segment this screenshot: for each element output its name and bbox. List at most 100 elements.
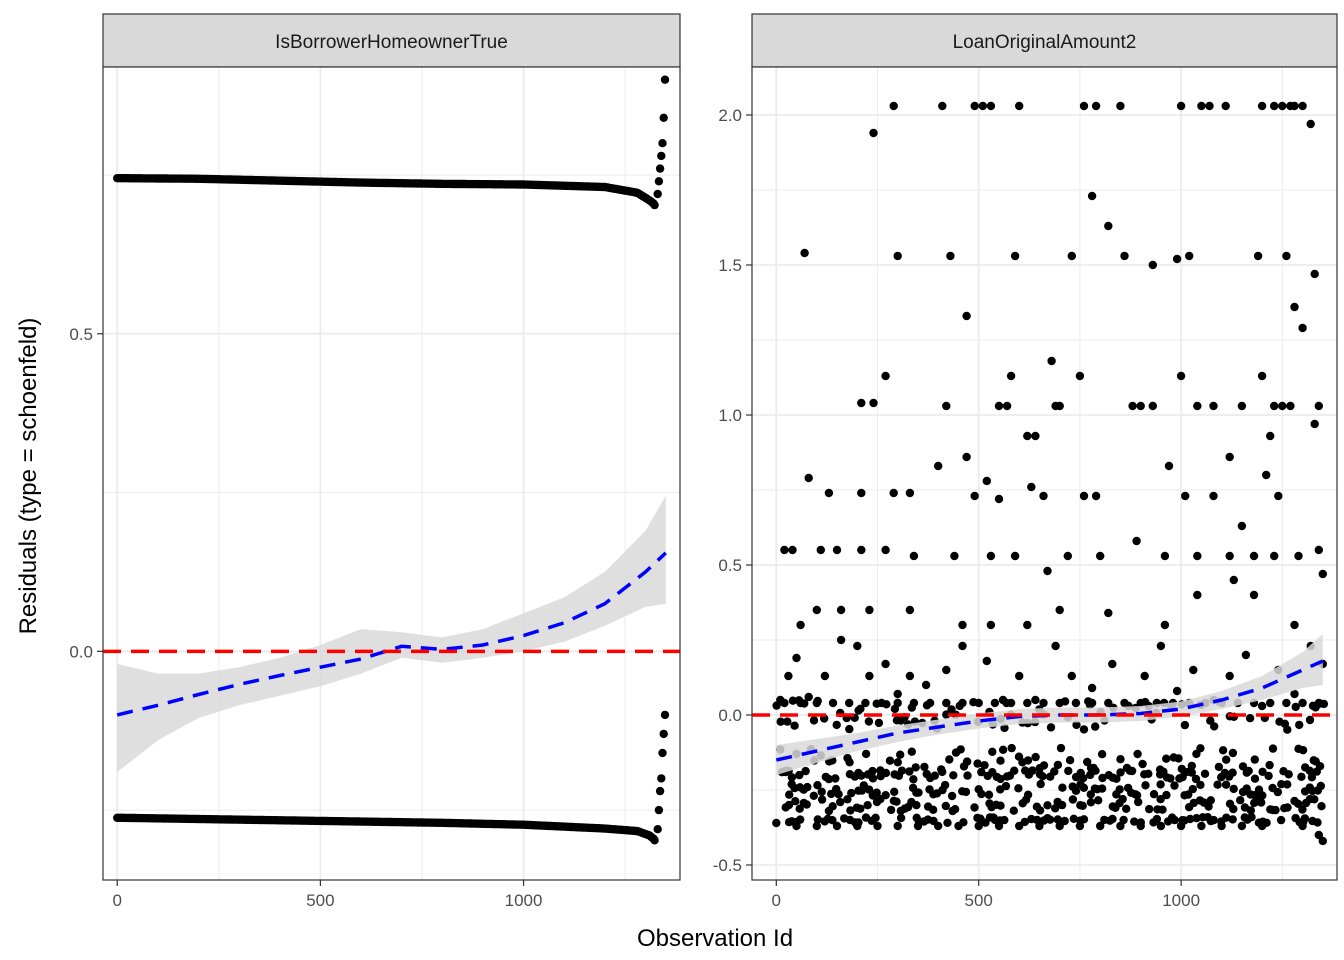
data-point xyxy=(1294,551,1303,561)
data-point xyxy=(905,605,915,615)
data-point xyxy=(1075,371,1085,381)
data-point xyxy=(795,804,804,813)
data-point xyxy=(655,164,665,173)
data-point xyxy=(660,710,670,720)
data-point xyxy=(803,782,812,792)
data-point xyxy=(828,816,837,825)
data-point xyxy=(650,836,659,845)
y-axis-title: Residuals (type = schoenfeld) xyxy=(15,318,42,635)
data-point xyxy=(973,759,982,768)
data-point xyxy=(1001,781,1011,791)
data-point xyxy=(922,701,932,710)
data-point xyxy=(1221,101,1230,111)
data-point xyxy=(1132,791,1142,800)
grid-lines xyxy=(752,67,1337,880)
data-point xyxy=(1091,491,1101,501)
panel-isborrowerhomeownertrue: IsBorrowerHomeownerTrue 0 500 1000 0.0 0.5 xyxy=(69,13,681,910)
data-point xyxy=(1038,772,1047,781)
data-point xyxy=(1140,671,1149,681)
data-point xyxy=(1283,725,1292,734)
data-point xyxy=(1160,620,1170,630)
data-point xyxy=(1276,815,1286,825)
data-point xyxy=(907,703,916,712)
data-point xyxy=(1156,641,1166,651)
data-point xyxy=(1257,798,1266,807)
data-point xyxy=(996,801,1005,810)
data-point xyxy=(1310,419,1319,429)
data-point xyxy=(1091,722,1100,731)
panel-border xyxy=(102,66,681,881)
data-point xyxy=(962,311,971,321)
data-point xyxy=(1036,779,1045,789)
data-point xyxy=(1283,780,1292,789)
data-point xyxy=(796,815,805,824)
data-point xyxy=(836,797,845,807)
plot-area-loanoriginalamount2: 0 500 1000 -0.5 0.0 0.5 1.0 1.5 2.0 xyxy=(713,66,1338,910)
data-point xyxy=(1072,720,1081,730)
data-point xyxy=(1277,780,1286,789)
data-point xyxy=(1014,784,1023,793)
data-point xyxy=(1229,575,1239,585)
data-point xyxy=(994,494,1004,504)
data-point xyxy=(1071,698,1081,708)
data-point xyxy=(893,689,902,699)
data-point xyxy=(1318,836,1328,846)
data-point xyxy=(1020,817,1029,827)
data-point xyxy=(1079,491,1089,501)
y-tick-label: 0.0 xyxy=(718,706,742,725)
data-point xyxy=(1043,566,1052,576)
panel-loanoriginalamount2: LoanOriginalAmount2 0 500 1000 -0.5 0.0 0.5 1.… xyxy=(713,13,1338,910)
data-point xyxy=(1297,772,1306,781)
data-point xyxy=(1247,812,1256,822)
data-point xyxy=(1056,743,1066,753)
data-point xyxy=(958,620,967,630)
data-point xyxy=(1097,750,1107,759)
data-point xyxy=(978,101,987,111)
data-point xyxy=(1079,815,1089,824)
data-point xyxy=(1205,101,1214,111)
plot-area-isborrowerhomeownertrue: 0 500 1000 0.0 0.5 xyxy=(69,66,681,910)
data-point xyxy=(784,800,794,810)
data-point xyxy=(1318,569,1328,579)
data-point xyxy=(1023,620,1032,630)
data-point xyxy=(929,816,938,826)
data-point xyxy=(804,473,813,483)
data-point xyxy=(790,721,799,730)
data-point xyxy=(834,790,843,799)
axis-ticks: 0 500 1000 -0.5 0.0 0.5 1.0 1.5 2.0 xyxy=(713,106,1200,910)
data-point xyxy=(854,818,863,827)
data-point xyxy=(977,789,986,799)
data-point xyxy=(1053,815,1063,824)
data-point xyxy=(1196,744,1205,753)
data-point xyxy=(1271,805,1280,815)
data-point xyxy=(1242,768,1252,777)
x-tick-label: 1000 xyxy=(505,891,543,910)
data-point xyxy=(962,757,972,766)
data-point xyxy=(1200,769,1210,778)
data-point xyxy=(1087,191,1097,201)
data-point xyxy=(1028,766,1037,775)
data-point xyxy=(653,825,662,834)
data-point xyxy=(1071,786,1081,795)
data-point xyxy=(1189,665,1198,675)
data-point xyxy=(889,488,898,498)
data-point xyxy=(886,805,896,815)
data-point xyxy=(864,717,874,726)
smooth-line xyxy=(116,551,667,717)
data-point xyxy=(1188,784,1198,794)
data-point xyxy=(1176,371,1186,381)
data-point xyxy=(1257,701,1267,711)
data-point xyxy=(1237,401,1247,411)
data-point xyxy=(934,461,943,471)
data-point xyxy=(885,756,895,765)
data-point xyxy=(857,398,866,408)
data-point xyxy=(1229,804,1238,814)
data-point xyxy=(845,758,854,767)
data-point xyxy=(1116,101,1125,111)
data-point xyxy=(977,767,986,777)
data-point xyxy=(1170,781,1179,790)
data-point xyxy=(1210,722,1219,731)
panel-background xyxy=(103,67,680,880)
data-point xyxy=(659,113,668,123)
